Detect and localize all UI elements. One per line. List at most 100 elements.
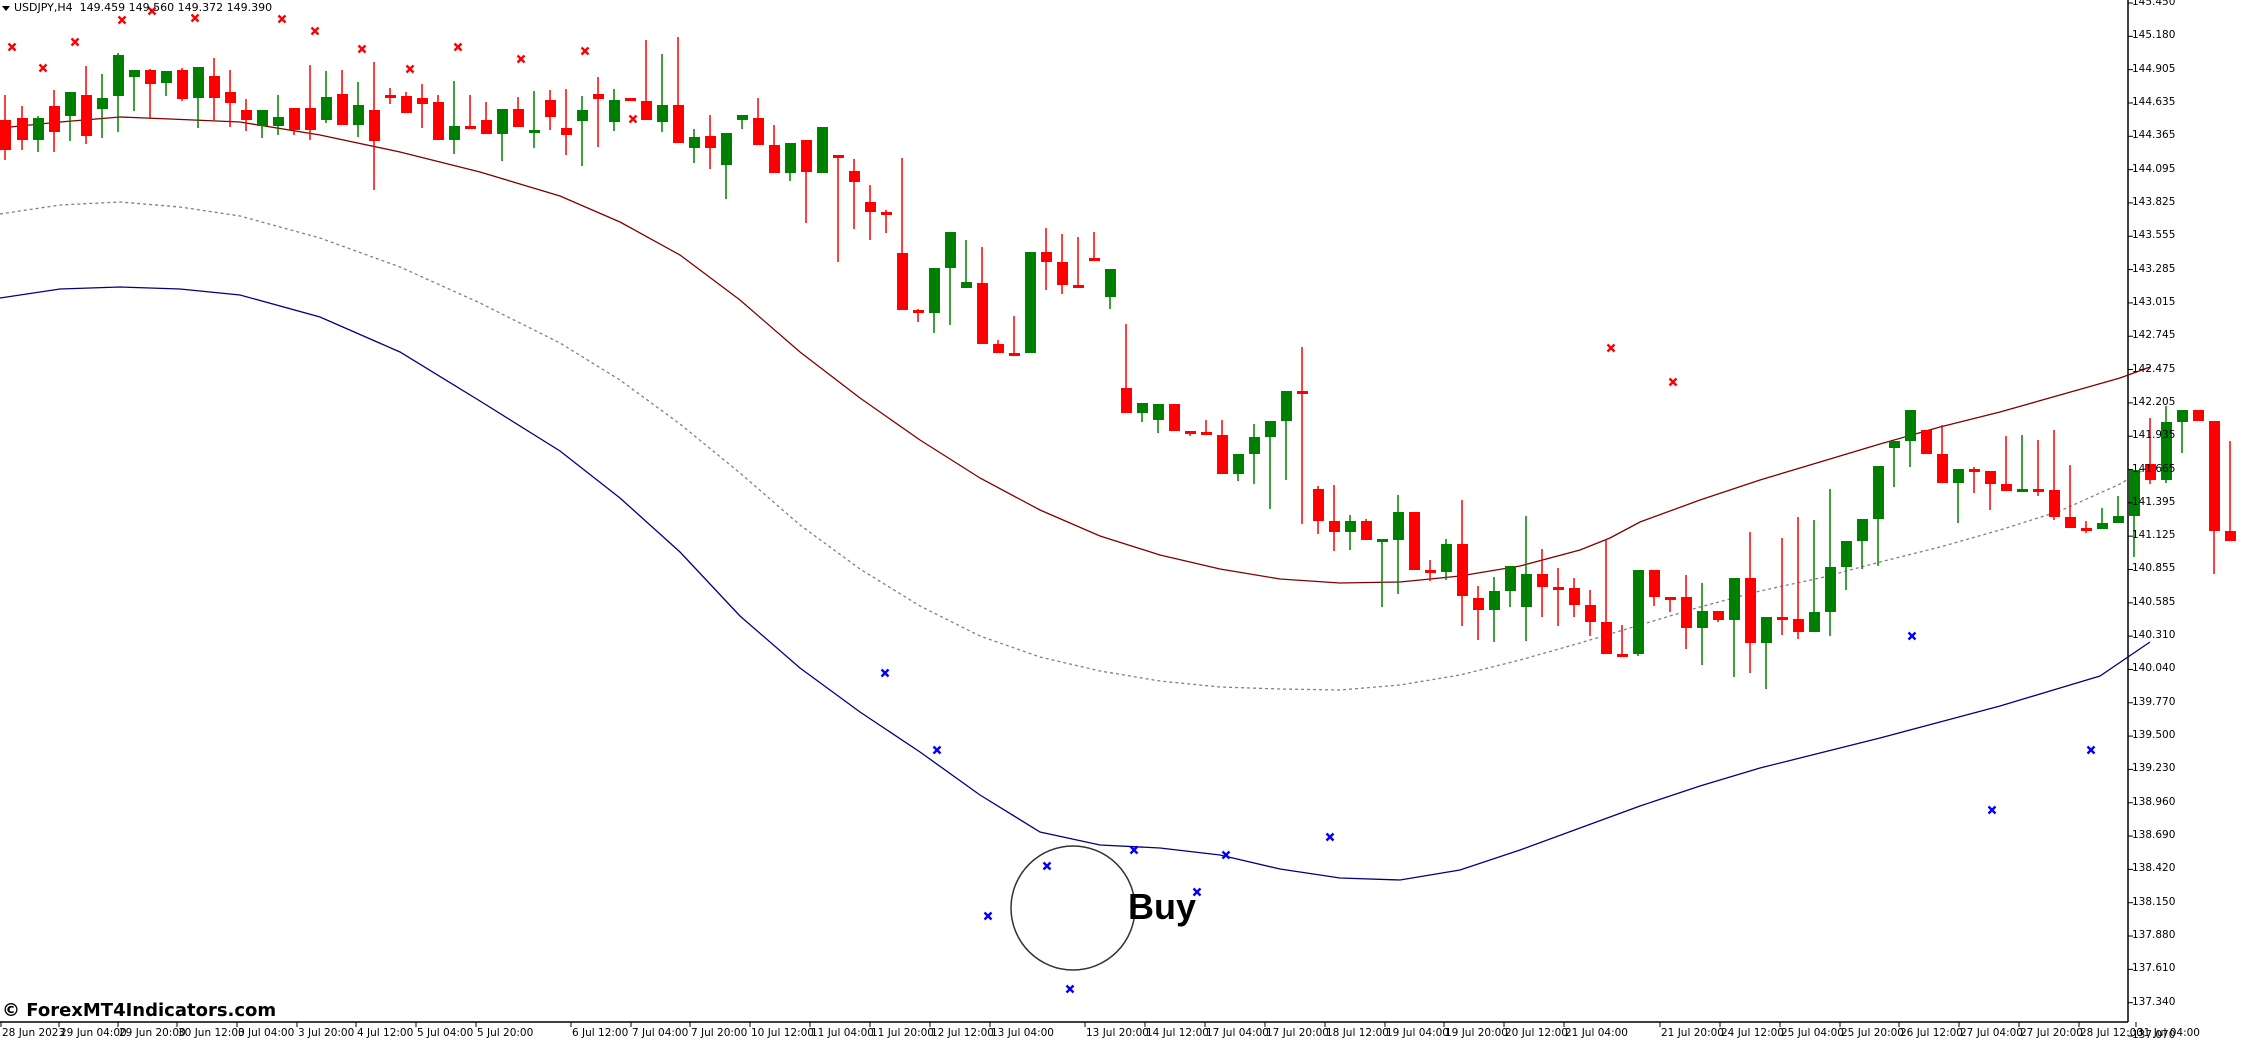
bear-candle: [865, 202, 876, 212]
buy-signal-x-icon: [1907, 631, 1917, 641]
time-label: 28 Jul 12:00: [2080, 1027, 2143, 1039]
bear-candle: [513, 109, 524, 127]
bull-candle: [449, 126, 460, 140]
bull-candle: [657, 105, 668, 122]
bear-candle: [433, 102, 444, 140]
bull-candle: [1809, 612, 1820, 632]
buy-signal-x-icon: [1192, 887, 1202, 897]
sell-signal-x-icon: [1668, 377, 1678, 387]
bear-candle: [2001, 484, 2012, 491]
sell-signal-x-icon: [277, 14, 287, 24]
bear-candle: [417, 98, 428, 104]
sell-signal-x-icon: [310, 26, 320, 36]
bear-candle: [1009, 353, 1020, 356]
time-label: 21 Jul 20:00: [1661, 1027, 1724, 1039]
time-label: 25 Jul 20:00: [1841, 1027, 1904, 1039]
time-label: 5 Jul 20:00: [477, 1027, 534, 1039]
bear-candle: [1297, 391, 1308, 394]
bear-candle: [2033, 489, 2044, 492]
bear-candle: [1745, 578, 1756, 643]
bull-candle: [2161, 422, 2172, 480]
bull-candle: [129, 70, 140, 77]
price-label: 141.935: [2132, 429, 2176, 442]
bull-candle: [193, 67, 204, 98]
bull-candle: [577, 110, 588, 121]
bull-candle: [1761, 617, 1772, 643]
bear-candle: [209, 76, 220, 98]
time-label: 19 Jul 04:00: [1386, 1027, 1449, 1039]
time-label: 25 Jul 04:00: [1781, 1027, 1844, 1039]
sell-signal-x-icon: [190, 13, 200, 23]
bear-candle: [241, 110, 252, 120]
bull-candle: [1393, 512, 1404, 540]
time-label: 11 Jul 04:00: [811, 1027, 874, 1039]
time-label: 27 Jul 20:00: [2020, 1027, 2083, 1039]
bull-candle: [2097, 523, 2108, 529]
bull-candle: [2177, 410, 2188, 422]
price-label: 139.230: [2132, 762, 2176, 775]
bear-candle: [337, 94, 348, 125]
bear-candle: [2049, 490, 2060, 517]
bear-candle: [1329, 521, 1340, 532]
bull-candle: [1633, 570, 1644, 654]
bear-candle: [545, 100, 556, 117]
sell-signal-x-icon: [405, 64, 415, 74]
bear-candle: [369, 110, 380, 141]
price-label: 138.960: [2132, 795, 2176, 808]
bull-candle: [689, 137, 700, 148]
bull-candle: [961, 282, 972, 288]
price-label: 141.125: [2132, 529, 2176, 542]
bull-candle: [1953, 469, 1964, 483]
bull-candle: [1489, 591, 1500, 610]
bear-candle: [2209, 421, 2220, 531]
bear-candle: [1457, 544, 1468, 596]
time-label: 29 Jun 20:00: [119, 1027, 186, 1039]
chart-header: USDJPY,H4 149.459 149.560 149.372 149.39…: [2, 1, 272, 14]
price-label: 140.855: [2132, 562, 2176, 575]
bear-candle: [1361, 521, 1372, 540]
price-label: 145.180: [2132, 29, 2176, 42]
price-label: 137.340: [2132, 995, 2176, 1008]
dropdown-triangle-icon[interactable]: [2, 5, 10, 11]
bull-candle: [1905, 410, 1916, 441]
buy-signal-x-icon: [1042, 861, 1052, 871]
price-label: 140.585: [2132, 595, 2176, 608]
bear-candle: [17, 118, 28, 140]
time-label: 27 Jul 04:00: [1960, 1027, 2023, 1039]
sell-signal-x-icon: [1606, 343, 1616, 353]
sell-signal-x-icon: [357, 44, 367, 54]
price-label: 142.745: [2132, 329, 2176, 342]
price-label: 138.690: [2132, 829, 2176, 842]
bull-candle: [785, 143, 796, 173]
price-label: 137.880: [2132, 929, 2176, 942]
bull-candle: [33, 118, 44, 140]
bear-candle: [897, 253, 908, 310]
symbol-timeframe: USDJPY,H4: [14, 1, 73, 14]
time-label: 14 Jul 12:00: [1146, 1027, 1209, 1039]
bear-candle: [145, 70, 156, 84]
buy-signal-x-icon: [2086, 745, 2096, 755]
bull-candle: [97, 98, 108, 109]
bear-candle: [1921, 430, 1932, 454]
bear-candle: [1777, 617, 1788, 620]
time-label: 6 Jul 12:00: [572, 1027, 629, 1039]
bear-candle: [913, 310, 924, 313]
price-label: 144.365: [2132, 129, 2176, 142]
bear-candle: [1713, 611, 1724, 620]
bull-candle: [1857, 519, 1868, 541]
bull-candle: [113, 55, 124, 96]
bear-candle: [2225, 531, 2236, 541]
bull-candle: [721, 133, 732, 165]
buy-signal-x-icon: [1129, 845, 1139, 855]
bear-candle: [2145, 464, 2156, 480]
time-label: 7 Jul 20:00: [691, 1027, 748, 1039]
bear-candle: [1569, 588, 1580, 605]
bear-candle: [2065, 517, 2076, 528]
price-label: 137.070: [2132, 1029, 2176, 1041]
bear-candle: [225, 92, 236, 103]
time-label: 20 Jul 12:00: [1505, 1027, 1568, 1039]
price-label: 145.450: [2132, 0, 2176, 8]
bear-candle: [1473, 598, 1484, 610]
